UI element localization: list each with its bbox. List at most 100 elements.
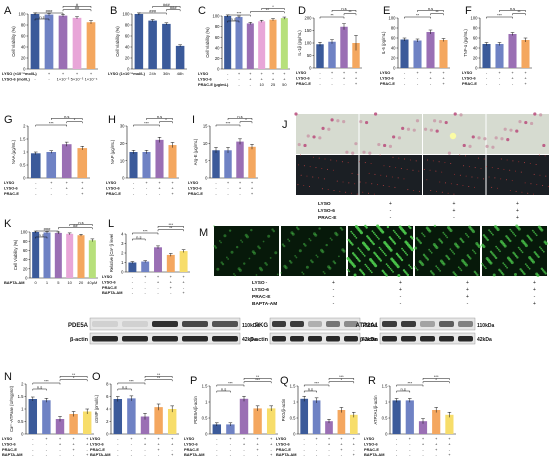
fluo-speck [283,244,286,248]
treatment-sign: + [144,436,147,441]
fluo-speck [505,235,508,238]
y-tick-label: 5 [205,158,208,163]
treatment-sign: - [35,191,37,196]
fluo-speck [506,266,508,269]
significance-bracket [157,229,184,232]
treatment-sign: - [333,301,335,307]
y-tick-label: 100 [21,230,29,235]
y-tick-label: 100 [389,16,397,21]
fluo-speck [244,233,248,237]
treatment-sign: + [251,191,254,196]
significance-label: ## [75,5,80,10]
fluo-speck [308,237,311,240]
treatment-row-label: BAPTA-AM [276,452,296,457]
y-tick-label: 100 [305,41,313,46]
bar [66,233,74,278]
fluo-speck [473,250,476,253]
significance-bracket [133,124,160,127]
stain-speck [447,192,449,194]
fluo-speck [355,236,358,239]
stain-speck [483,178,485,180]
stain-speck [356,193,358,195]
treatment-sign: + [62,71,65,76]
actin-band [382,336,397,342]
fluo-speck [453,252,456,255]
fluo-speck [475,242,479,246]
fluo-speck [264,261,267,265]
fluo-speck [473,270,477,274]
panel-letter: C [198,5,206,17]
blot-protein-label: PKG [255,323,268,329]
treatment-sign: + [355,75,358,80]
stain-speck [512,160,514,162]
treatment-sign: + [389,201,392,207]
fluo-speck [338,255,340,258]
fluo-speck [352,233,355,236]
significance-bracket [422,378,450,380]
stain-speck [544,155,546,157]
y-tick-label: 40 [23,257,28,262]
fluo-speck [506,256,510,260]
fluo-speck [502,262,505,265]
stain-speck [465,155,467,157]
stain-speck [309,166,311,168]
treatment-sign: + [416,70,419,75]
stain-speck [423,168,425,170]
fluo-speck [364,263,367,266]
treatment-sign: - [486,81,488,86]
y-tick-label: 0.5 [202,416,208,421]
treatment-sign: - [396,452,398,457]
highlight-speck [449,132,457,140]
stain-speck [444,162,446,164]
treatment-sign: + [353,452,356,457]
bar [392,400,401,434]
stain-speck [394,186,396,188]
significance-label: ## [73,223,78,228]
fluo-speck [543,240,547,244]
treatment-sign: - [404,75,406,80]
y-tick-label: 0 [393,66,396,71]
fluo-speck [321,250,325,254]
bar [253,408,262,434]
significance-bracket [62,9,92,12]
significance-bracket [157,226,184,228]
treatment-sign: + [448,436,451,441]
significance-bracket [227,14,251,17]
treatment-sign: - [146,185,148,190]
significance-label: n.s [64,114,69,119]
fluo-speck [415,267,418,270]
significance-label: *** [434,374,439,379]
stain-speck [407,189,409,191]
bar [148,20,157,70]
fluo-speck [459,237,462,241]
significance-label: n.s [221,386,226,391]
y-axis-label: Cell Viability (%) [13,239,18,270]
blot-band [182,321,208,327]
actin-kda-label: 42kDa [242,337,257,343]
significance-bracket [159,121,173,124]
stain-speck [357,173,359,175]
bar [167,409,177,434]
fluo-speck [520,249,523,252]
bar [352,43,360,68]
stain-speck [503,127,507,131]
treatment-sign: - [157,290,159,295]
treatment-sign: + [533,287,536,293]
treatment-sign: + [429,70,432,75]
significance-label: ** [416,12,420,17]
treatment-sign: + [239,185,242,190]
treatment-sign: - [131,452,133,457]
fluo-speck [436,266,439,269]
significance-label: ** [330,12,334,17]
fluo-speck [497,248,500,251]
panel-letter: M [199,227,208,239]
bar [77,235,85,278]
treatment-sign: + [182,290,185,295]
fluorescence-cell [214,226,279,276]
stain-speck [427,159,429,161]
bar [55,419,65,434]
fluo-speck [366,235,369,238]
y-axis-label: Ca²⁺-ATPase (U/mgprot) [9,385,14,432]
y-tick-label: 0 [205,432,208,437]
treatment-sign: + [130,436,133,441]
